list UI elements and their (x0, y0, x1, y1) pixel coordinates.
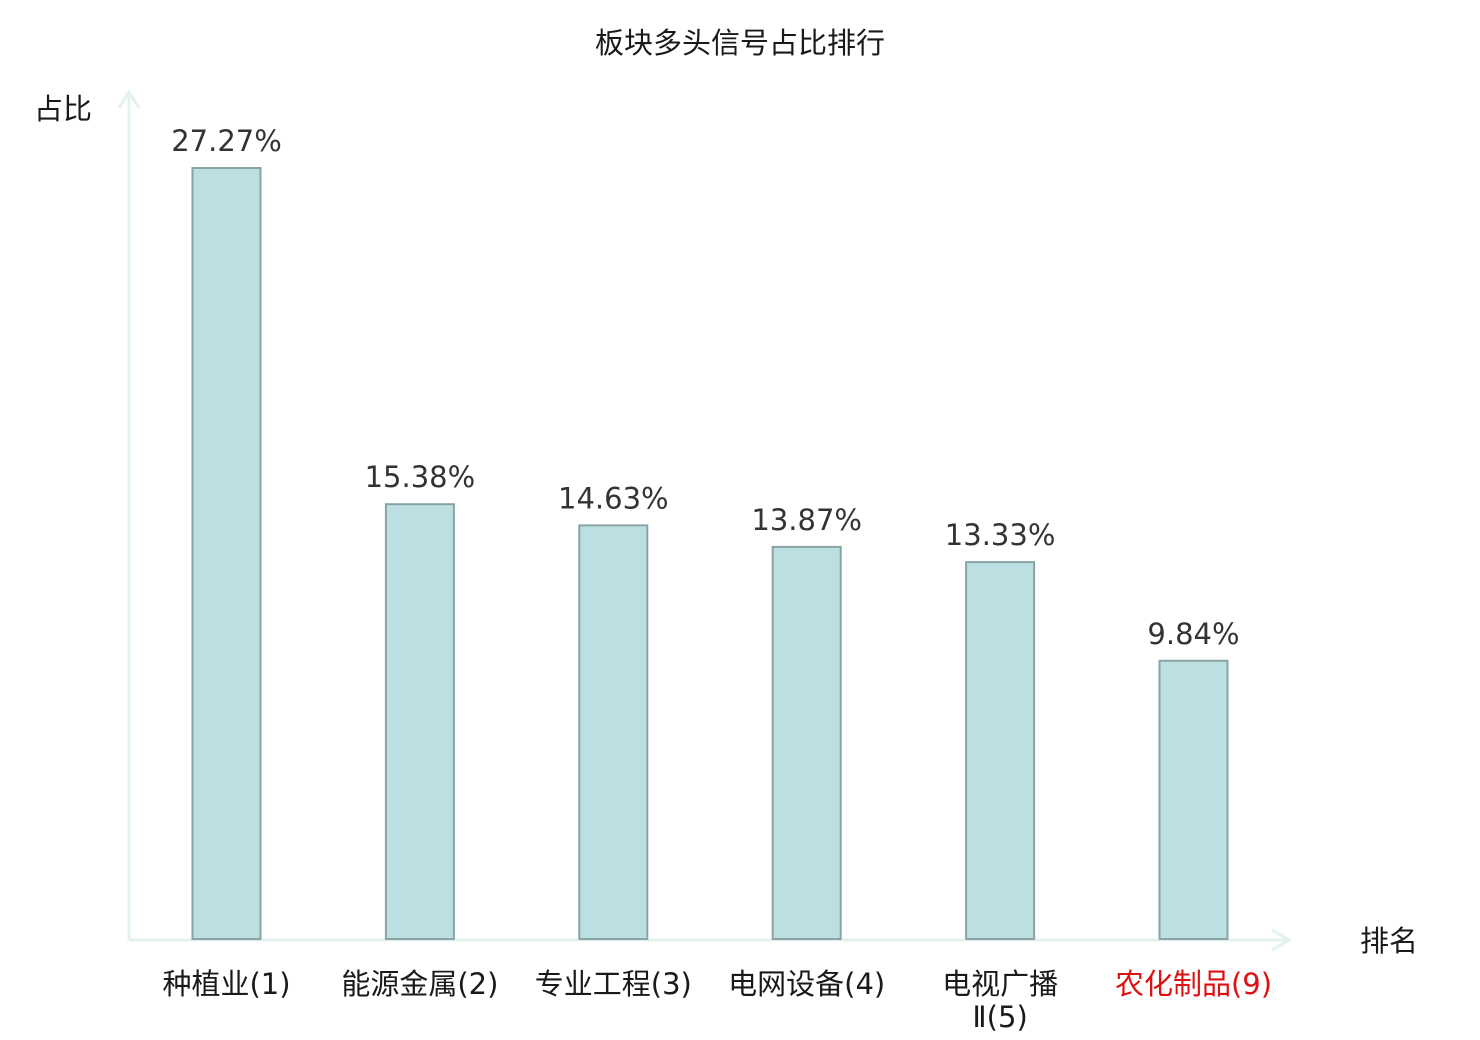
x-tick-label: 电网设备(4) (728, 967, 885, 1001)
chart-title: 板块多头信号占比排行 (595, 26, 885, 60)
x-tick-label: 能源金属(2) (341, 967, 498, 1001)
y-axis-label: 占比 (34, 92, 92, 126)
x-tick-label: 电视广播 (942, 967, 1058, 1001)
x-tick-label: Ⅱ(5) (972, 1000, 1027, 1034)
value-labels-group: 27.27% 15.38% 14.63% 13.87% 13.33% 9.84% (171, 124, 1239, 651)
bar (1158, 659, 1229, 940)
x-axis-label: 排名 (1360, 924, 1418, 958)
bar-value-label: 27.27% (171, 124, 282, 158)
bar (384, 503, 455, 940)
bar (965, 561, 1036, 940)
y-axis-arrow-icon (117, 89, 141, 109)
bar-value-label: 13.33% (945, 518, 1056, 552)
x-tick-label: 农化制品(9) (1115, 967, 1272, 1001)
bar-value-label: 9.84% (1147, 617, 1239, 651)
bar (191, 167, 262, 940)
bar-value-label: 15.38% (365, 460, 476, 494)
bars-group (191, 167, 1229, 941)
x-tick-label: 专业工程(3) (535, 967, 692, 1001)
bar (771, 545, 842, 941)
x-tick-label: 种植业(1) (162, 967, 290, 1001)
bar (578, 524, 649, 941)
bar-value-label: 13.87% (751, 503, 862, 537)
bar-value-label: 14.63% (558, 481, 669, 515)
x-axis-arrow-icon (1271, 928, 1292, 952)
